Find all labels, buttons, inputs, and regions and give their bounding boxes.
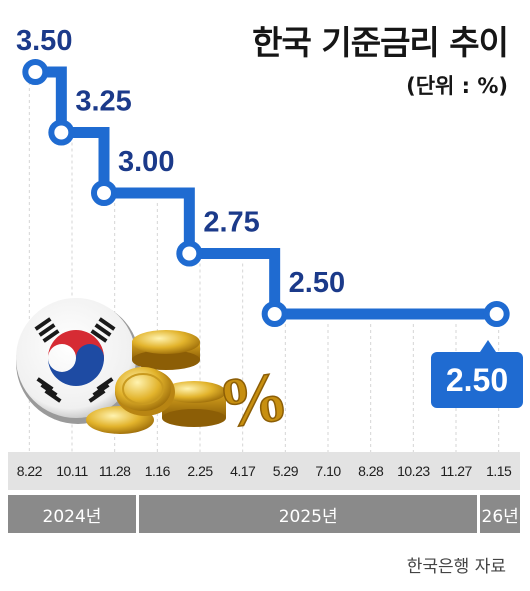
- date-tick-label: 10.23: [397, 463, 430, 479]
- percent-sign-icon: %: [212, 357, 294, 444]
- year-axis: 2024년 2025년 26년: [8, 495, 520, 533]
- source-note: 한국은행 자료: [406, 557, 506, 577]
- date-tick-label: 10.11: [56, 463, 88, 479]
- data-point: [22, 59, 49, 85]
- unit-label: (단위 : %): [406, 74, 508, 98]
- date-tick-label: 5.29: [272, 463, 299, 479]
- final-value-text: 2.50: [445, 362, 509, 398]
- value-label: 2.50: [289, 267, 345, 299]
- value-label: 3.50: [16, 25, 72, 57]
- value-label: 3.00: [118, 146, 174, 178]
- date-tick-label: 8.22: [16, 463, 43, 479]
- date-tick-label: 11.28: [98, 463, 131, 479]
- date-tick-label: 8.28: [358, 463, 384, 479]
- date-tick-label: 11.27: [440, 463, 472, 479]
- data-point: [176, 240, 203, 267]
- final-value-badge: 2.50: [431, 340, 523, 408]
- date-tick-label: 1.15: [486, 463, 512, 479]
- data-point: [48, 119, 75, 146]
- date-tick-label: 1.16: [144, 463, 171, 479]
- year-label: 2025년: [139, 495, 478, 533]
- gold-coins-icon: [86, 330, 226, 434]
- data-point: [483, 301, 510, 327]
- year-label: 2024년: [8, 495, 136, 533]
- taegukgi-icon: [16, 298, 140, 424]
- svg-text:%: %: [213, 358, 293, 444]
- data-point: [261, 301, 288, 327]
- date-tick-label: 4.17: [230, 463, 256, 479]
- value-label: 3.25: [75, 86, 131, 118]
- date-tick-label: 2.25: [187, 463, 213, 479]
- date-axis: 8.22 10.11 11.28 1.16 2.25 4.17 5.29 7.10 8.28 10…: [8, 452, 520, 490]
- date-tick-label: 7.10: [315, 463, 341, 479]
- value-label: 2.75: [203, 207, 259, 239]
- data-point: [91, 180, 117, 206]
- year-label: 26년: [480, 495, 520, 533]
- chart-title: 한국 기준금리 추이: [252, 23, 509, 62]
